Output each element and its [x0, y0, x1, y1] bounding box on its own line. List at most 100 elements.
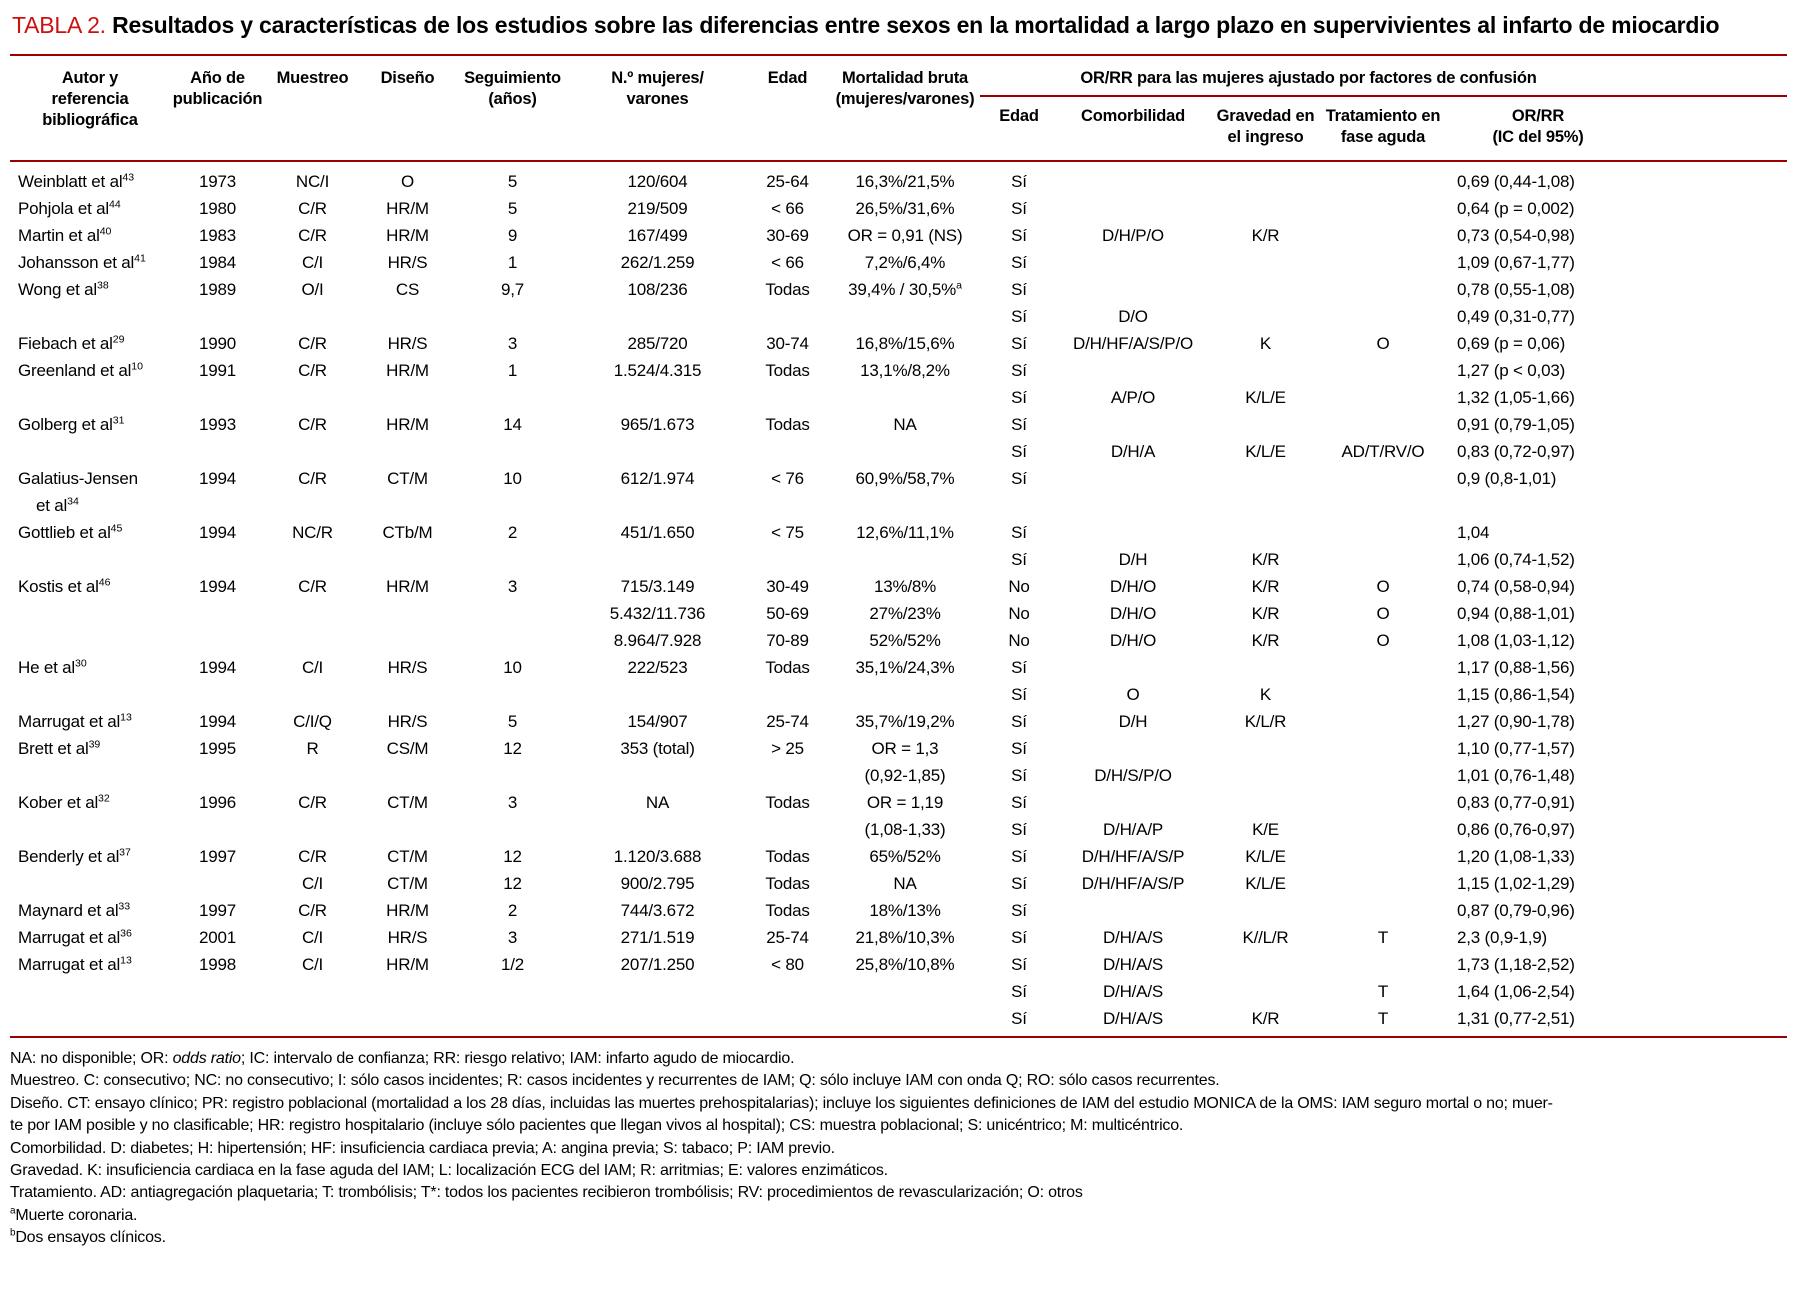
followup-cell	[455, 384, 570, 411]
author-cell	[10, 627, 170, 654]
treatment-cell	[1323, 357, 1443, 384]
treatment-cell	[1323, 897, 1443, 924]
filler-cell	[1633, 546, 1787, 573]
severity-cell	[1208, 897, 1323, 924]
followup-cell: 5	[507, 712, 518, 731]
filler-cell	[1633, 222, 1787, 249]
year-cell	[170, 816, 265, 843]
treatment-cell: O	[1376, 631, 1390, 650]
crude-mortality-cell: OR = 1,19	[866, 793, 944, 812]
footnote-line: Gravedad. K: insuficiencia cardiaca en l…	[10, 1160, 1790, 1182]
table-row: Sí D/H K/R 1,06 (0,74-1,52)	[10, 546, 1787, 573]
age-cell: Todas	[765, 901, 810, 920]
author-cell: Marrugat et al13	[18, 711, 132, 731]
adjusted-orrr-span-header: OR/RR para las mujeres ajustado por fact…	[980, 55, 1788, 97]
age-cell: < 66	[771, 199, 804, 218]
reference-superscript: a	[956, 279, 962, 292]
age-adjusted-cell: Sí	[1011, 712, 1027, 731]
reference-superscript: 40	[99, 225, 112, 238]
treatment-cell	[1323, 519, 1443, 546]
table-body: Weinblatt et al43 1973 NC/I O 5 120/604 25-64 1…	[10, 161, 1788, 1038]
treatment-cell	[1323, 465, 1443, 492]
year-cell	[170, 978, 265, 1005]
age-adjusted-cell: Sí	[1011, 253, 1027, 272]
table-row: Sí D/H/A/S T 1,64 (1,06-2,54)	[10, 978, 1787, 1005]
age-adjusted-cell: No	[1008, 631, 1030, 650]
year-cell: 1994	[198, 469, 237, 488]
author-cell: He et al30	[18, 657, 87, 677]
treatment-cell	[1323, 654, 1443, 681]
filler-cell	[1633, 627, 1787, 654]
followup-cell: 14	[503, 415, 522, 434]
design-cell: HR/S	[387, 928, 428, 947]
age-cell	[745, 978, 830, 1005]
comorbidity-cell	[1058, 411, 1208, 438]
year-cell	[170, 627, 265, 654]
comorbidity-cell: D/H/A/P	[1102, 820, 1163, 839]
table-row: et al34	[10, 492, 1787, 519]
age-adjusted-cell: Sí	[1011, 523, 1027, 542]
year-cell: 1997	[198, 847, 237, 866]
sampling-cell: NC/R	[292, 523, 333, 542]
women-men-cell: 222/523	[627, 658, 688, 677]
filler-cell	[1633, 789, 1787, 816]
author-cell	[10, 816, 170, 843]
table-row: Sí D/O 0,49 (0,31-0,77)	[10, 303, 1787, 330]
comorbidity-cell: D/H/O	[1109, 631, 1157, 650]
year-cell	[170, 492, 265, 519]
severity-cell	[1208, 654, 1323, 681]
comorbidity-cell	[1058, 249, 1208, 276]
severity-cell	[1208, 303, 1323, 330]
women-men-cell	[570, 978, 745, 1005]
filler-cell	[1633, 843, 1787, 870]
women-men-cell: 285/720	[627, 334, 688, 353]
author-cell: Benderly et al37	[18, 846, 131, 866]
author-cell: Galatius-Jensen	[18, 469, 138, 488]
or-rr-cell: 1,17 (0,88-1,56)	[1457, 658, 1575, 677]
or-rr-cell: 1,20 (1,08-1,33)	[1457, 847, 1575, 866]
crude-mortality-cell: 18%/13%	[869, 901, 941, 920]
filler-cell	[1633, 161, 1787, 195]
comorbidity-cell	[1058, 789, 1208, 816]
or-rr-cell: 1,31 (0,77-2,51)	[1443, 1005, 1633, 1038]
table-row: Wong et al38 1989 O/I CS 9,7 108/236 Todas 39,4…	[10, 276, 1787, 303]
age-adjusted-cell: Sí	[1011, 739, 1027, 758]
sampling-cell	[265, 303, 360, 330]
treatment-cell	[1323, 789, 1443, 816]
design-cell	[360, 384, 455, 411]
table-row: (1,08-1,33) Sí D/H/A/P K/E 0,86 (0,76-0,97)	[10, 816, 1787, 843]
filler-cell	[1633, 330, 1787, 357]
treatment-cell	[1323, 276, 1443, 303]
crude-mortality-cell	[830, 681, 980, 708]
table-row: Martin et al40 1983 C/R HR/M 9 167/499 30-69 OR…	[10, 222, 1787, 249]
women-men-cell: 965/1.673	[620, 415, 695, 434]
author-cell	[10, 303, 170, 330]
followup-cell	[455, 492, 570, 519]
design-cell: HR/S	[387, 253, 428, 272]
comorbidity-cell: D/O	[1118, 307, 1148, 326]
age-adjusted-cell: Sí	[1011, 550, 1027, 569]
comorbidity-cell: D/H	[1118, 712, 1148, 731]
comorbidity-cell	[1058, 492, 1208, 519]
sampling-cell: C/I	[301, 928, 324, 947]
treatment-cell: T	[1377, 928, 1389, 947]
age-cell	[745, 438, 830, 465]
treatment-cell	[1323, 492, 1443, 519]
severity-cell	[1208, 276, 1323, 303]
reference-superscript: 41	[134, 252, 146, 265]
author-cell	[10, 1005, 170, 1038]
age-adjusted-cell: Sí	[1011, 982, 1027, 1001]
severity-cell: K/R	[1251, 577, 1280, 596]
design-cell	[360, 492, 455, 519]
author-cell: Brett et al39	[18, 738, 101, 758]
sampling-cell: C/R	[298, 577, 327, 596]
treatment-cell	[1323, 161, 1443, 195]
comorbidity-cell: A/P/O	[1110, 388, 1156, 407]
women-men-cell: 744/3.672	[620, 901, 695, 920]
treatment-cell	[1323, 249, 1443, 276]
filler-cell	[1633, 681, 1787, 708]
author-cell	[10, 681, 170, 708]
age-adjusted-cell: Sí	[980, 1005, 1058, 1038]
severity-cell: K//L/R	[1242, 928, 1289, 947]
or-rr-cell: 1,27 (0,90-1,78)	[1457, 712, 1575, 731]
